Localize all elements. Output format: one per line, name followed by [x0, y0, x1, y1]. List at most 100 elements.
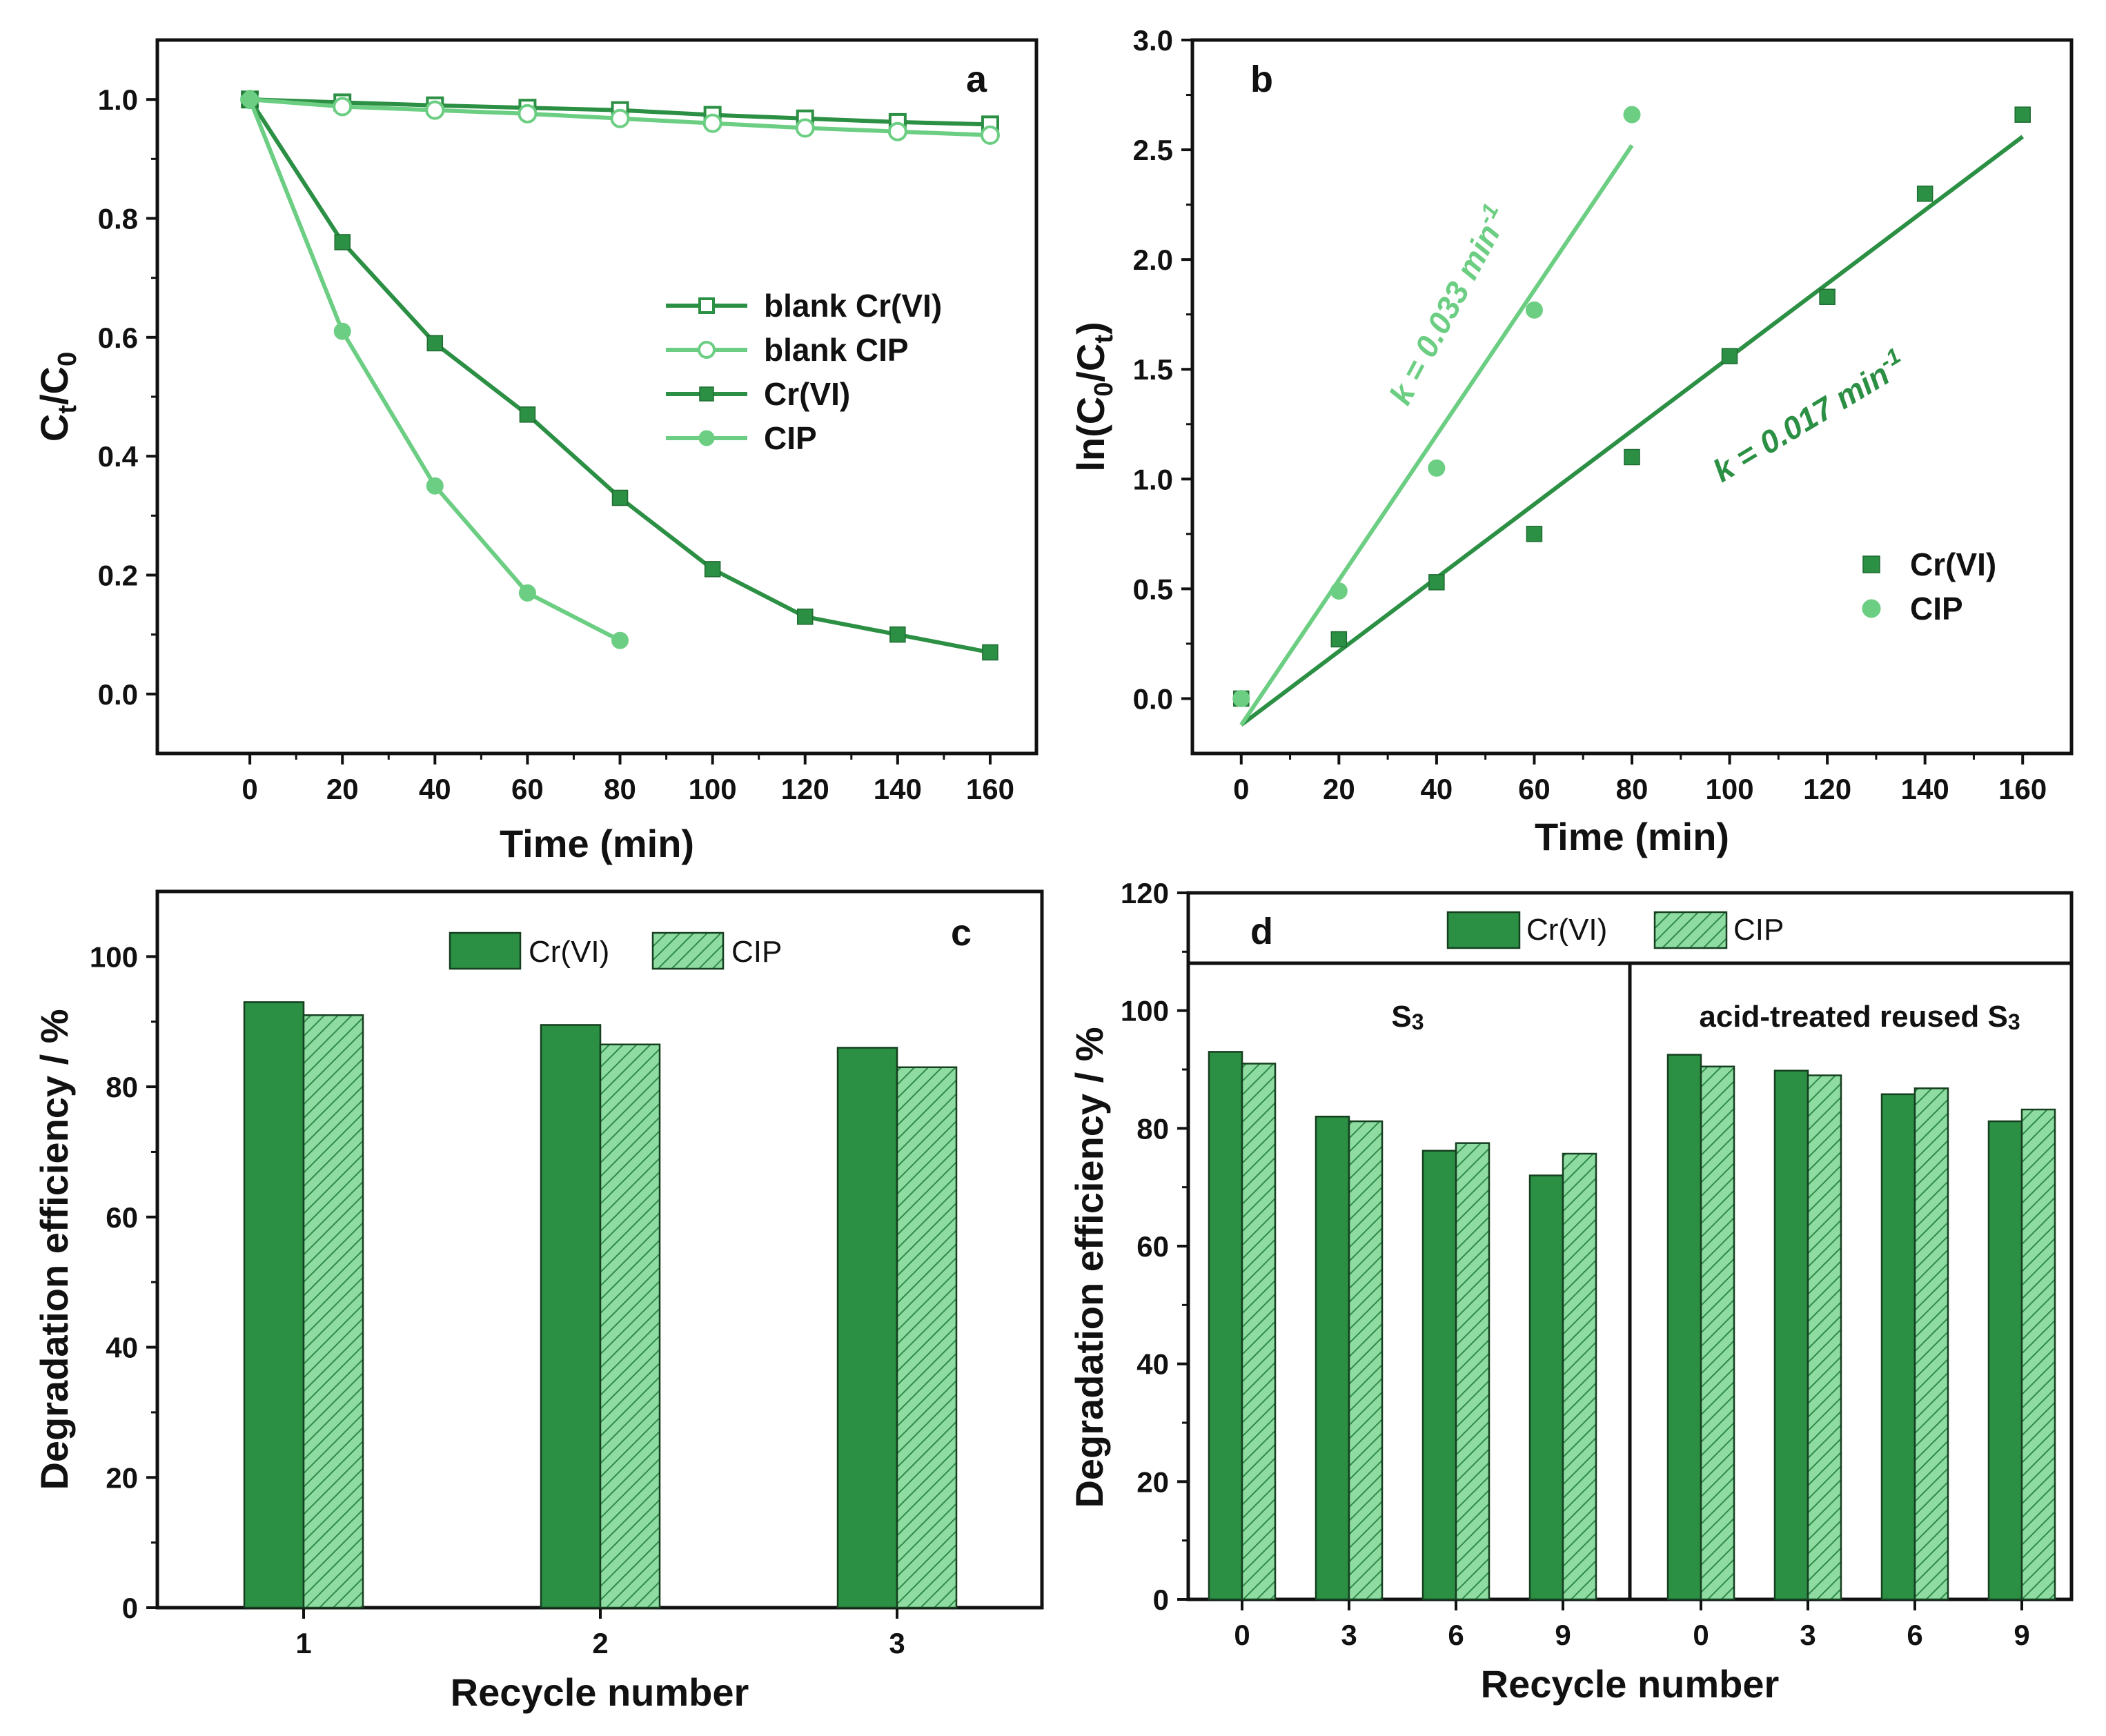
- y-axis-label-part: ): [1069, 322, 1112, 335]
- bar-cip: [1700, 1065, 1735, 1601]
- x-axis-label: Time (min): [1535, 815, 1729, 858]
- panel-label: d: [1250, 911, 1273, 952]
- data-point: [518, 103, 538, 124]
- fit-line: [1239, 135, 2025, 727]
- x-tick-label: 9: [1555, 1619, 1571, 1651]
- x-tick-label: 100: [689, 773, 737, 805]
- legend-marker: [699, 386, 714, 402]
- y-axis-label: Degradation efficiency / %: [1067, 1027, 1111, 1508]
- bar-crvi: [1528, 1174, 1564, 1601]
- bar-crvi: [1315, 1116, 1350, 1601]
- data-point: [889, 626, 906, 643]
- y-axis-label: Degradation efficiency / %: [32, 1009, 76, 1490]
- y-tick-label: 1.0: [1133, 463, 1173, 495]
- bar-cip: [1913, 1087, 1949, 1601]
- data-point: [1330, 582, 1348, 600]
- bar-cip: [1562, 1152, 1597, 1601]
- legend-swatch-crvi: [449, 931, 522, 970]
- y-tick-label: 20: [1136, 1466, 1169, 1498]
- data-point: [611, 631, 629, 649]
- data-point: [1330, 631, 1348, 648]
- data-point: [1623, 106, 1641, 124]
- rate-text: k = 0.017 min: [1706, 356, 1895, 489]
- x-tick-label: 0: [242, 773, 257, 805]
- data-point: [887, 121, 907, 141]
- legend-marker: [1862, 555, 1880, 573]
- series-line: [248, 98, 991, 655]
- bar-crvi: [243, 1001, 305, 1609]
- data-point: [333, 322, 351, 340]
- x-tick-label: 6: [1448, 1619, 1464, 1651]
- y-tick-label: 0.4: [98, 440, 139, 473]
- data-point: [519, 406, 536, 423]
- y-tick-label: 1.5: [1133, 353, 1173, 386]
- legend-marker: [698, 341, 716, 359]
- x-tick-label: 9: [2014, 1619, 2029, 1651]
- y-tick-label: 40: [106, 1332, 138, 1364]
- data-point: [1819, 288, 1836, 305]
- data-point: [795, 118, 815, 138]
- x-tick-label: 3: [1800, 1619, 1815, 1651]
- bar-crvi: [1421, 1150, 1457, 1601]
- legend-swatch-crvi: [1446, 911, 1521, 949]
- rate-constant-cip: k = 0.033 min-1: [1379, 199, 1517, 411]
- bar-crvi: [1987, 1120, 2023, 1601]
- y-tick-label: 20: [106, 1461, 138, 1494]
- group-title-sub: 3: [1412, 1009, 1424, 1034]
- x-tick-label: 160: [966, 773, 1014, 805]
- bar-cip: [2020, 1108, 2056, 1601]
- data-point: [702, 113, 722, 133]
- data-point: [2014, 106, 2031, 123]
- data-point: [1624, 448, 1640, 466]
- bar-crvi: [1880, 1093, 1916, 1601]
- data-point: [333, 97, 353, 117]
- y-tick-label: 0: [1153, 1584, 1169, 1616]
- bar-crvi: [836, 1047, 898, 1609]
- bar-crvi: [1208, 1051, 1243, 1601]
- legend-label: Cr(VI): [1910, 546, 1996, 582]
- bar-cip: [1455, 1142, 1490, 1601]
- series-line: [248, 99, 621, 642]
- y-tick-label: 0: [122, 1592, 138, 1624]
- x-tick-label: 1: [295, 1627, 311, 1659]
- bar-crvi: [540, 1024, 602, 1609]
- x-tick-label: 0: [1693, 1619, 1709, 1651]
- x-tick-label: 140: [1901, 773, 1949, 805]
- bar-cip: [896, 1066, 958, 1609]
- y-tick-label: 100: [90, 940, 138, 973]
- panel-d-bar-chart: 0 20 40 60 80 100 120 0 3 6 9 0 3 6 9 Recycle number Deg…: [1067, 877, 2074, 1706]
- y-tick-label: 120: [1121, 877, 1169, 909]
- group-title: S3: [1391, 1000, 1424, 1034]
- y-axis-label-part: C: [32, 414, 76, 442]
- data-point: [518, 584, 536, 602]
- x-tick-label: 100: [1706, 773, 1754, 805]
- x-tick-label: 2: [592, 1627, 608, 1659]
- data-point: [1526, 526, 1543, 542]
- data-point: [704, 561, 721, 578]
- x-tick-label: 120: [781, 773, 829, 805]
- legend-marker: [698, 297, 715, 314]
- x-tick-label: 0: [1234, 1619, 1250, 1651]
- x-tick-label: 0: [1233, 773, 1249, 805]
- legend-label: Cr(VI): [529, 935, 609, 969]
- data-point: [980, 125, 1000, 145]
- legend-label: blank CIP: [764, 332, 909, 368]
- y-tick-label: 0.6: [98, 322, 138, 354]
- data-point: [1721, 348, 1738, 364]
- y-tick-label: 1.0: [98, 83, 138, 116]
- bar-crvi: [1773, 1069, 1809, 1601]
- panel-b-kinetics-chart: 0.0 0.5 1.0 1.5 2.0 2.5 3.0 0 20 40 60 80 100 120 140 1…: [1069, 24, 2074, 858]
- rate-text: k = 0.033 min: [1382, 218, 1507, 410]
- x-axis-label: Time (min): [500, 822, 694, 865]
- x-tick-label: 20: [326, 773, 359, 805]
- legend-swatch-cip: [651, 931, 725, 970]
- y-axis-label-part: ln(C: [1069, 397, 1112, 472]
- bar-cip: [302, 1014, 364, 1609]
- y-tick-label: 0.0: [98, 678, 138, 711]
- y-axis-label-part: t: [53, 405, 82, 414]
- data-point: [334, 234, 351, 250]
- fit-line: [1239, 144, 1634, 727]
- y-axis-label-part: 0: [1090, 382, 1119, 397]
- data-point: [796, 609, 814, 625]
- x-tick-label: 3: [889, 1627, 905, 1659]
